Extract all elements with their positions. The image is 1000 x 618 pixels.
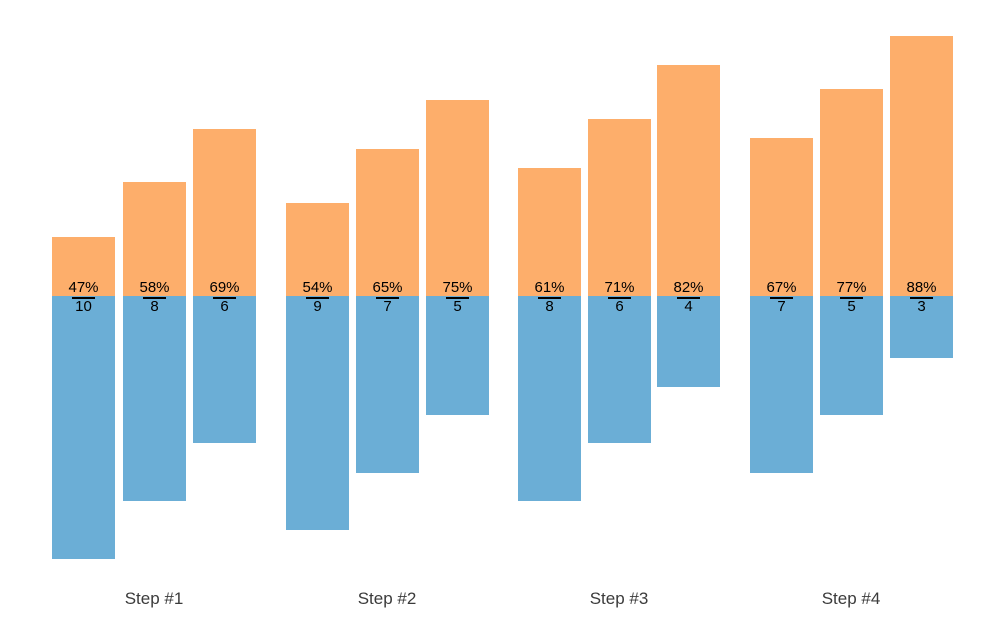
bar-down-count (426, 296, 489, 415)
bar-up-percent (518, 168, 581, 296)
fraction-numerator: 88% (906, 279, 937, 296)
fraction-numerator: 82% (673, 279, 704, 296)
fraction-denominator: 4 (684, 298, 693, 315)
bar-up-percent (52, 237, 115, 296)
fraction-denominator: 8 (150, 298, 159, 315)
fraction-line (910, 297, 933, 299)
fraction-numerator: 61% (534, 279, 565, 296)
fraction-denominator: 6 (220, 298, 229, 315)
group-label: Step #4 (821, 589, 881, 608)
bar-down-count (123, 296, 186, 501)
group-label: Step #1 (124, 589, 184, 608)
fraction-line (213, 297, 236, 299)
bar-down-count (518, 296, 581, 501)
fraction-denominator: 7 (777, 298, 786, 315)
bar-up-percent (426, 100, 489, 296)
bar-down-count (588, 296, 651, 443)
fraction-line (72, 297, 95, 299)
fraction-denominator: 7 (383, 298, 392, 315)
group-label: Step #3 (589, 589, 649, 608)
fraction-numerator: 67% (766, 279, 797, 296)
fraction-numerator: 71% (604, 279, 635, 296)
fraction-line (143, 297, 166, 299)
fraction-denominator: 8 (545, 298, 554, 315)
bar-down-count (356, 296, 419, 473)
fraction-line (376, 297, 399, 299)
bar-down-count (193, 296, 256, 443)
fraction-numerator: 69% (209, 279, 240, 296)
fraction-numerator: 75% (442, 279, 473, 296)
fraction-line (538, 297, 561, 299)
bar-up-percent (750, 138, 813, 296)
fraction-denominator: 10 (75, 298, 92, 315)
bar-up-percent (588, 119, 651, 296)
fraction-numerator: 47% (68, 279, 99, 296)
group-label: Step #2 (357, 589, 417, 608)
fraction-line (306, 297, 329, 299)
bar-up-percent (657, 65, 720, 296)
fraction-denominator: 5 (453, 298, 462, 315)
bar-down-count (657, 296, 720, 387)
bar-down-count (750, 296, 813, 473)
bar-up-percent (286, 203, 349, 296)
fraction-denominator: 9 (313, 298, 322, 315)
bar-up-percent (193, 129, 256, 296)
fraction-line (446, 297, 469, 299)
bar-up-percent (820, 89, 883, 296)
bar-down-count (52, 296, 115, 559)
bar-up-percent (890, 36, 953, 296)
fraction-line (608, 297, 631, 299)
fraction-denominator: 6 (615, 298, 624, 315)
fraction-line (770, 297, 793, 299)
bar-down-count (286, 296, 349, 530)
fraction-denominator: 3 (917, 298, 926, 315)
bar-down-count (890, 296, 953, 358)
fraction-numerator: 77% (836, 279, 867, 296)
fraction-numerator: 58% (139, 279, 170, 296)
fraction-denominator: 5 (847, 298, 856, 315)
bar-up-percent (356, 149, 419, 296)
bar-down-count (820, 296, 883, 415)
fraction-numerator: 54% (302, 279, 333, 296)
bar-up-percent (123, 182, 186, 296)
fraction-numerator: 65% (372, 279, 403, 296)
fraction-line (677, 297, 700, 299)
fraction-line (840, 297, 863, 299)
